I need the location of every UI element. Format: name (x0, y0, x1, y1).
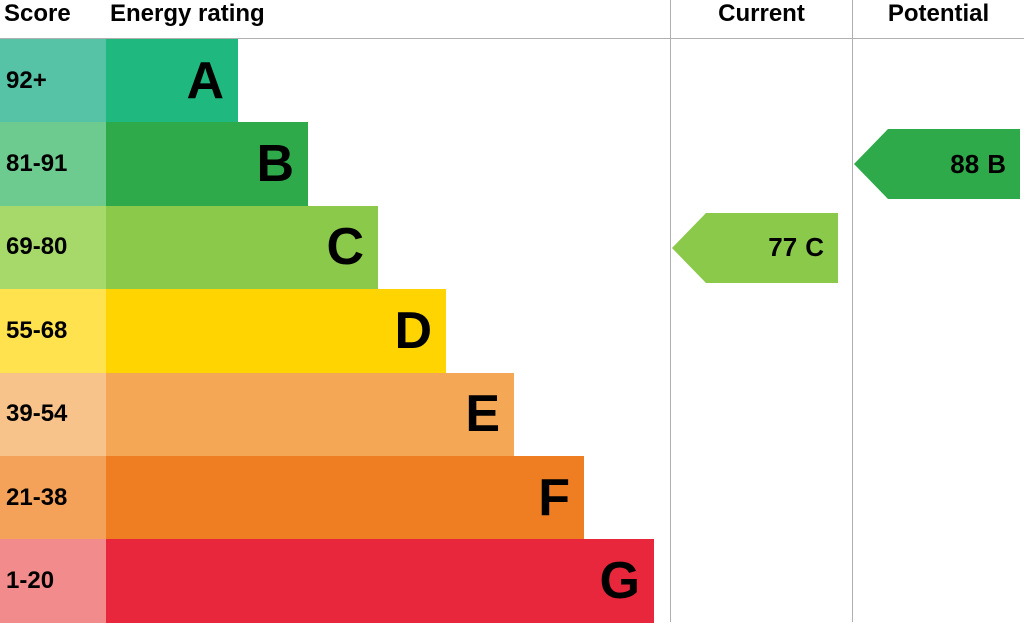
rating-bar-a: A (106, 39, 238, 122)
rating-bar-b: B (106, 122, 308, 205)
potential-letter: B (987, 149, 1006, 180)
potential-tag: 88 B (888, 129, 1020, 199)
rating-row-f: 21-38 F (0, 456, 1024, 539)
score-range: 81-91 (0, 122, 106, 205)
rating-bar-c: C (106, 206, 378, 289)
energy-rating-chart: Score Energy rating Current Potential 92… (0, 0, 1024, 622)
arrow-left-icon (854, 129, 888, 199)
arrow-left-icon (672, 213, 706, 283)
chart-body: 92+ A 81-91 B 69-80 C 55-68 D 39-54 E 21… (0, 38, 1024, 622)
header-current: Current (670, 0, 852, 38)
rating-row-d: 55-68 D (0, 289, 1024, 372)
rating-bar-d: D (106, 289, 446, 372)
current-letter: C (805, 232, 824, 263)
current-tag: 77 C (706, 213, 838, 283)
rating-row-a: 92+ A (0, 39, 1024, 122)
potential-score: 88 (950, 149, 979, 180)
rating-bar-f: F (106, 456, 584, 539)
score-range: 69-80 (0, 206, 106, 289)
score-range: 39-54 (0, 373, 106, 456)
rating-row-c: 69-80 C (0, 206, 1024, 289)
rating-row-e: 39-54 E (0, 373, 1024, 456)
score-range: 21-38 (0, 456, 106, 539)
header-rating: Energy rating (106, 0, 670, 38)
header-row: Score Energy rating Current Potential (0, 0, 1024, 38)
header-potential: Potential (852, 0, 1024, 38)
rating-row-g: 1-20 G (0, 539, 1024, 622)
score-range: 1-20 (0, 539, 106, 622)
rating-bar-g: G (106, 539, 654, 622)
score-range: 92+ (0, 39, 106, 122)
header-score: Score (0, 0, 106, 38)
current-score: 77 (768, 232, 797, 263)
rating-bar-e: E (106, 373, 514, 456)
score-range: 55-68 (0, 289, 106, 372)
